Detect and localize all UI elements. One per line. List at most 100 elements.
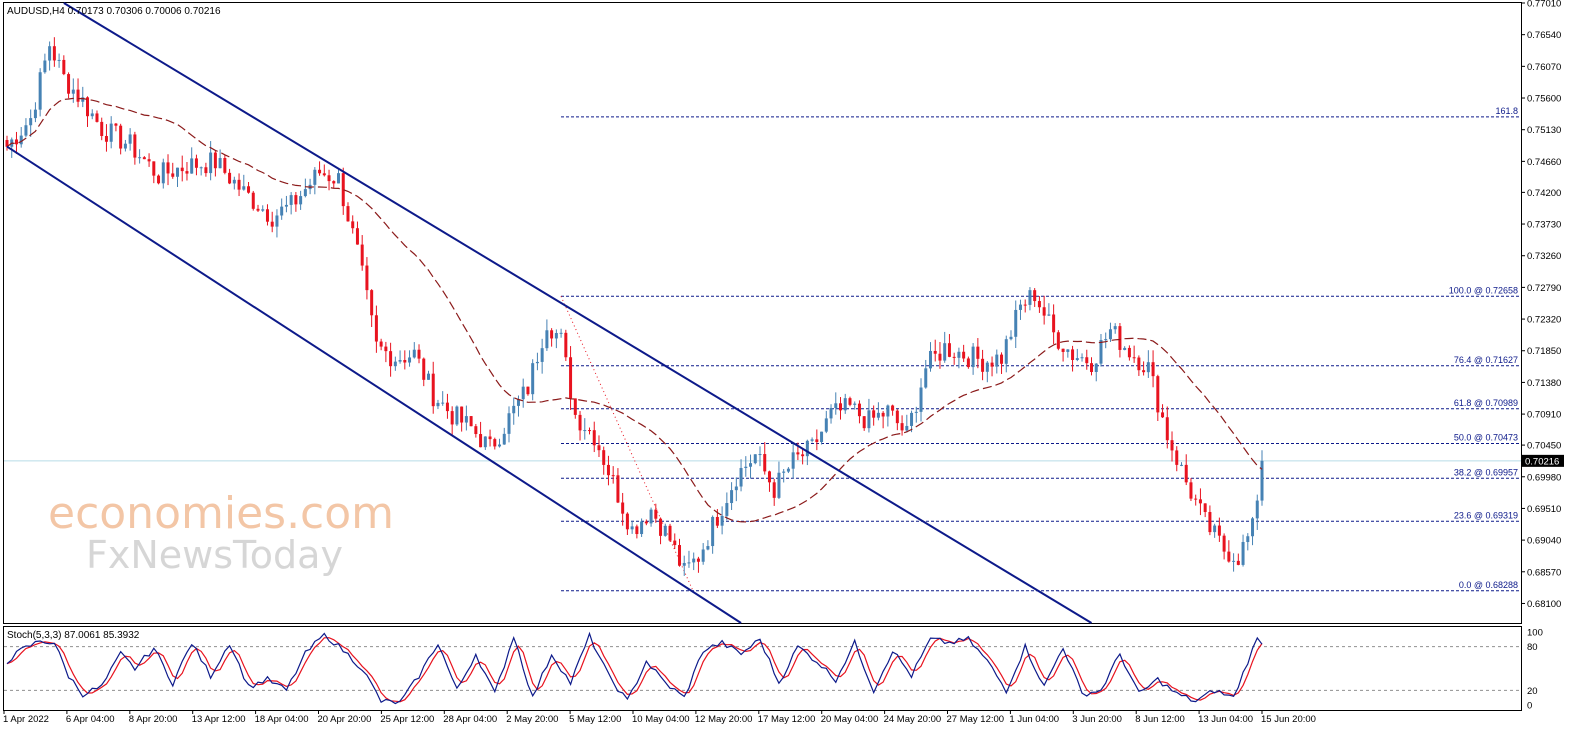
candle-body bbox=[753, 454, 757, 464]
candle-body bbox=[242, 186, 246, 190]
price-tick-label: 0.72320 bbox=[1527, 315, 1561, 326]
candle-body bbox=[805, 440, 809, 457]
candle-body bbox=[777, 472, 781, 498]
time-axis: 1 Apr 2022 6 Apr 04:00 8 Apr 20:00 13 Apr 1… bbox=[3, 710, 1316, 725]
candle-body bbox=[545, 330, 549, 349]
candle-body bbox=[957, 351, 961, 358]
candle-body bbox=[90, 113, 94, 117]
time-tick-label: 25 Apr 12:00 bbox=[380, 714, 434, 725]
candle-body bbox=[1113, 326, 1117, 330]
candle-body bbox=[1009, 336, 1013, 340]
candle-body bbox=[824, 418, 828, 432]
price-tick-label: 0.70910 bbox=[1527, 410, 1561, 421]
candle-body bbox=[621, 502, 625, 514]
candle-body bbox=[109, 123, 113, 142]
fib-level-label: 61.8 @ 0.70989 bbox=[1454, 398, 1518, 408]
candle-body bbox=[919, 387, 923, 412]
candle-body bbox=[100, 121, 104, 136]
candle-body bbox=[360, 244, 364, 266]
price-tick-label: 0.71380 bbox=[1527, 378, 1561, 389]
candle-body bbox=[701, 549, 705, 562]
candle-body bbox=[905, 425, 909, 431]
fib-level-label: 38.2 @ 0.69957 bbox=[1454, 467, 1518, 477]
candle-body bbox=[166, 162, 170, 174]
candlestick-series bbox=[5, 37, 1264, 576]
candle-body bbox=[767, 471, 771, 483]
candle-body bbox=[1255, 500, 1259, 519]
time-tick-label: 6 Apr 04:00 bbox=[66, 714, 115, 725]
candle-body bbox=[526, 386, 530, 395]
time-tick-label: 2 May 20:00 bbox=[506, 714, 558, 725]
candle-body bbox=[569, 357, 573, 399]
candle-body bbox=[209, 152, 213, 174]
candle-body bbox=[493, 439, 497, 447]
candle-body bbox=[322, 173, 326, 176]
candle-body bbox=[142, 157, 146, 160]
candle-body bbox=[48, 46, 52, 61]
candle-body bbox=[1194, 498, 1198, 500]
candle-body bbox=[318, 169, 322, 174]
candle-body bbox=[351, 221, 355, 229]
candle-body bbox=[289, 195, 293, 205]
candle-body bbox=[597, 445, 601, 451]
candle-body bbox=[1014, 309, 1018, 337]
candle-body bbox=[104, 135, 108, 142]
price-tick-label: 0.75600 bbox=[1527, 94, 1561, 105]
candle-body bbox=[872, 410, 876, 418]
candle-body bbox=[228, 172, 232, 184]
candle-body bbox=[327, 175, 331, 182]
price-tick-label: 0.75130 bbox=[1527, 125, 1561, 136]
price-panel-frame bbox=[3, 2, 1522, 624]
price-tick-label: 0.73730 bbox=[1527, 220, 1561, 231]
candle-body bbox=[512, 405, 516, 414]
candle-body bbox=[616, 475, 620, 503]
time-tick-label: 3 Jun 20:00 bbox=[1072, 714, 1122, 725]
time-tick-label: 1 Jun 04:00 bbox=[1009, 714, 1059, 725]
watermark-fxnewstoday: FxNewsToday bbox=[86, 533, 343, 577]
candle-body bbox=[839, 403, 843, 411]
candle-body bbox=[1246, 536, 1250, 543]
candle-body bbox=[1127, 347, 1131, 358]
candle-body bbox=[588, 430, 592, 432]
candle-body bbox=[734, 486, 738, 491]
candle-body bbox=[1042, 307, 1046, 316]
price-tick-label: 0.69980 bbox=[1527, 472, 1561, 483]
candle-body bbox=[161, 162, 165, 184]
stoch-main-line bbox=[6, 631, 1263, 705]
candle-body bbox=[848, 398, 852, 405]
candle-body bbox=[265, 209, 269, 222]
candle-body bbox=[417, 349, 421, 359]
candle-body bbox=[1018, 304, 1022, 310]
stoch-panel-frame bbox=[3, 626, 1522, 711]
watermark-economies: economies.com bbox=[48, 488, 394, 539]
candle-body bbox=[43, 60, 47, 73]
price-tick-label: 0.76070 bbox=[1527, 62, 1561, 73]
candle-body bbox=[33, 109, 37, 119]
stoch-tick-label: 20 bbox=[1527, 686, 1538, 697]
candle-body bbox=[640, 521, 644, 535]
candle-body bbox=[1004, 339, 1008, 364]
candle-body bbox=[256, 208, 260, 211]
candle-body bbox=[966, 358, 970, 368]
candle-body bbox=[516, 399, 520, 406]
candle-body bbox=[498, 444, 502, 447]
candle-body bbox=[696, 558, 700, 562]
candle-body bbox=[1142, 370, 1146, 373]
candle-body bbox=[313, 169, 317, 185]
fib-level-label: 100.0 @ 0.72658 bbox=[1449, 285, 1518, 295]
ma-line bbox=[6, 97, 1263, 523]
candle-body bbox=[976, 346, 980, 359]
candle-body bbox=[479, 434, 483, 448]
trend-channel bbox=[6, 2, 1093, 624]
candle-body bbox=[237, 179, 241, 190]
candle-body bbox=[393, 361, 397, 367]
candle-body bbox=[1260, 460, 1264, 501]
stoch-tick-label: 100 bbox=[1527, 628, 1543, 639]
candle-body bbox=[431, 373, 435, 407]
candle-body bbox=[1047, 314, 1051, 316]
candle-body bbox=[985, 362, 989, 372]
candle-body bbox=[171, 173, 175, 177]
candle-body bbox=[782, 471, 786, 473]
time-tick-label: 10 May 04:00 bbox=[632, 714, 690, 725]
